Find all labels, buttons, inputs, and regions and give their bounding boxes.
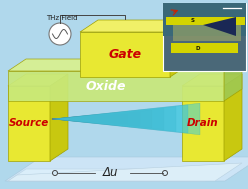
FancyBboxPatch shape xyxy=(163,3,246,71)
Text: THz Field: THz Field xyxy=(46,15,78,20)
Polygon shape xyxy=(52,103,200,135)
Polygon shape xyxy=(8,169,223,181)
Text: Source: Source xyxy=(9,119,49,129)
Polygon shape xyxy=(224,59,242,101)
Polygon shape xyxy=(52,112,140,126)
Polygon shape xyxy=(52,114,128,124)
Polygon shape xyxy=(52,107,176,131)
Polygon shape xyxy=(80,20,188,32)
Polygon shape xyxy=(171,43,238,53)
Polygon shape xyxy=(182,86,224,161)
Polygon shape xyxy=(8,74,68,86)
Polygon shape xyxy=(224,74,242,161)
Polygon shape xyxy=(52,115,116,122)
Polygon shape xyxy=(80,32,170,77)
Circle shape xyxy=(49,23,71,45)
Text: S: S xyxy=(191,19,195,23)
Polygon shape xyxy=(8,59,242,71)
Text: Gate: Gate xyxy=(108,48,142,61)
Polygon shape xyxy=(182,74,242,86)
Polygon shape xyxy=(52,117,104,121)
Text: Δu: Δu xyxy=(102,167,118,180)
Polygon shape xyxy=(8,86,50,161)
Polygon shape xyxy=(8,163,242,181)
Polygon shape xyxy=(52,108,164,129)
Polygon shape xyxy=(203,17,236,36)
Text: Drain: Drain xyxy=(187,119,219,129)
Polygon shape xyxy=(166,17,245,25)
Polygon shape xyxy=(173,25,241,41)
Text: D: D xyxy=(196,46,200,50)
Polygon shape xyxy=(8,71,224,101)
Polygon shape xyxy=(5,157,248,181)
Polygon shape xyxy=(50,74,68,161)
Polygon shape xyxy=(170,20,188,77)
Polygon shape xyxy=(163,3,246,36)
Polygon shape xyxy=(52,110,152,128)
Polygon shape xyxy=(52,105,188,133)
Text: Oxide: Oxide xyxy=(86,80,126,92)
